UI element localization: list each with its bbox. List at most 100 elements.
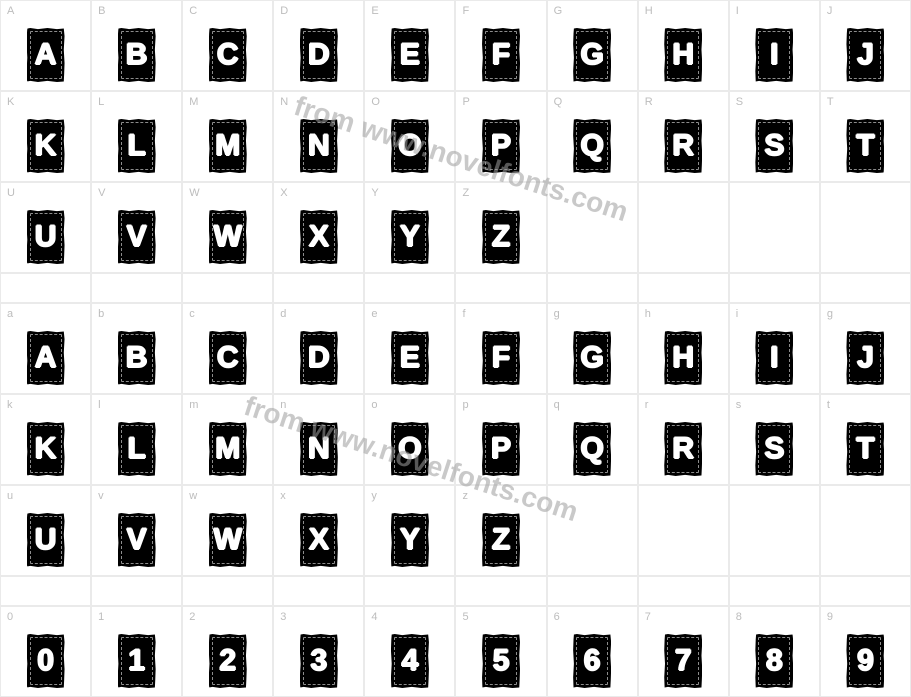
spacer-cell — [0, 576, 91, 606]
glyph-tile: R — [664, 119, 702, 173]
spacer-cell — [455, 576, 546, 606]
spacer-cell — [364, 576, 455, 606]
glyph-wrap: H — [664, 331, 702, 385]
glyph-tile: A — [27, 331, 65, 385]
cell-label: c — [189, 308, 195, 320]
glyph-tile: H — [664, 28, 702, 82]
cell-label: S — [736, 96, 743, 108]
glyph-tile: L — [118, 422, 156, 476]
glyph-cell: DD — [273, 0, 364, 91]
cell-label: K — [7, 96, 14, 108]
glyph-letter: A — [35, 341, 57, 375]
glyph-letter: 4 — [402, 644, 419, 678]
spacer-cell — [547, 273, 638, 303]
glyph-tile: K — [27, 119, 65, 173]
glyph-tile: U — [27, 210, 65, 264]
glyph-tile: Q — [573, 119, 611, 173]
glyph-wrap: J — [846, 28, 884, 82]
glyph-letter: Z — [492, 220, 510, 254]
glyph-wrap: S — [755, 119, 793, 173]
glyph-cell: nN — [273, 394, 364, 485]
glyph-wrap: 0 — [27, 634, 65, 688]
cell-label: I — [736, 5, 739, 17]
glyph-letter: R — [672, 129, 694, 163]
spacer-cell — [729, 576, 820, 606]
cell-label: T — [827, 96, 834, 108]
glyph-tile: B — [118, 331, 156, 385]
cell-label: W — [189, 187, 199, 199]
glyph-cell: uU — [0, 485, 91, 576]
glyph-wrap: 1 — [118, 634, 156, 688]
glyph-wrap: D — [300, 28, 338, 82]
glyph-letter: Q — [580, 129, 603, 163]
glyph-wrap: M — [209, 119, 247, 173]
glyph-cell: bB — [91, 303, 182, 394]
cell-label: N — [280, 96, 288, 108]
glyph-cell: iI — [729, 303, 820, 394]
glyph-cell: VV — [91, 182, 182, 273]
glyph-wrap: W — [209, 210, 247, 264]
glyph-cell: cC — [182, 303, 273, 394]
glyph-wrap: U — [27, 210, 65, 264]
glyph-letter: J — [857, 341, 874, 375]
glyph-cell: pP — [455, 394, 546, 485]
glyph-tile: 5 — [482, 634, 520, 688]
glyph-tile: M — [209, 422, 247, 476]
cell-label: u — [7, 490, 13, 502]
glyph-cell: vV — [91, 485, 182, 576]
glyph-cell: XX — [273, 182, 364, 273]
cell-label: d — [280, 308, 286, 320]
glyph-tile: B — [118, 28, 156, 82]
glyph-cell: MM — [182, 91, 273, 182]
glyph-letter: Z — [492, 523, 510, 557]
cell-label: J — [827, 5, 833, 17]
glyph-wrap: 9 — [846, 634, 884, 688]
glyph-cell — [638, 182, 729, 273]
glyph-tile: 2 — [209, 634, 247, 688]
glyph-cell: hH — [638, 303, 729, 394]
glyph-cell: 88 — [729, 606, 820, 697]
spacer-cell — [455, 273, 546, 303]
glyph-cell: PP — [455, 91, 546, 182]
spacer-cell — [0, 273, 91, 303]
glyph-tile: W — [209, 513, 247, 567]
glyph-row: UUVVWWXXYYZZ — [0, 182, 911, 273]
glyph-tile: X — [300, 513, 338, 567]
cell-label: q — [554, 399, 560, 411]
glyph-wrap: O — [391, 119, 429, 173]
glyph-wrap: T — [846, 422, 884, 476]
glyph-cell: 55 — [455, 606, 546, 697]
glyph-letter: U — [35, 220, 57, 254]
glyph-letter: F — [492, 341, 510, 375]
glyph-wrap: A — [27, 28, 65, 82]
cell-label: o — [371, 399, 377, 411]
spacer-cell — [273, 576, 364, 606]
glyph-wrap: E — [391, 331, 429, 385]
glyph-cell: FF — [455, 0, 546, 91]
glyph-letter: L — [127, 432, 145, 466]
cell-label: R — [645, 96, 653, 108]
glyph-cell — [820, 485, 911, 576]
cell-label: Y — [371, 187, 378, 199]
spacer-cell — [364, 273, 455, 303]
spacer-row — [0, 576, 911, 606]
cell-label: 7 — [645, 611, 651, 623]
glyph-letter: V — [127, 220, 147, 254]
glyph-letter: M — [215, 432, 240, 466]
glyph-letter: S — [764, 432, 784, 466]
glyph-tile: H — [664, 331, 702, 385]
glyph-tile: I — [755, 28, 793, 82]
glyph-cell: GG — [547, 0, 638, 91]
glyph-wrap: E — [391, 28, 429, 82]
glyph-wrap: I — [755, 28, 793, 82]
glyph-wrap: 8 — [755, 634, 793, 688]
glyph-tile: V — [118, 513, 156, 567]
cell-label: k — [7, 399, 13, 411]
glyph-tile: S — [755, 422, 793, 476]
cell-label: B — [98, 5, 105, 17]
cell-label: 3 — [280, 611, 286, 623]
cell-label: Z — [462, 187, 469, 199]
glyph-cell — [547, 485, 638, 576]
glyph-tile: W — [209, 210, 247, 264]
spacer-cell — [820, 273, 911, 303]
